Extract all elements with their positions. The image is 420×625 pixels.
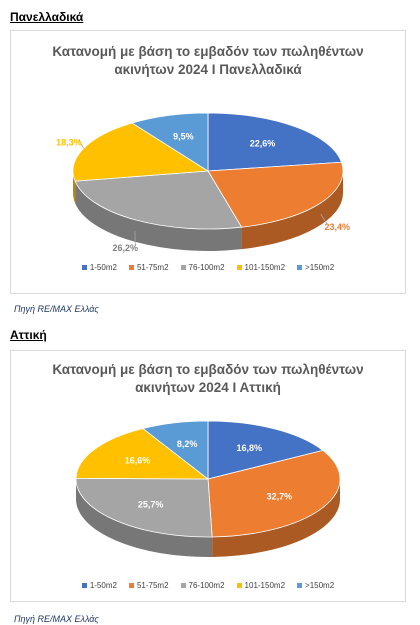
legend-label: 76-100m2 (188, 581, 225, 590)
legend-label: 1-50m2 (89, 263, 117, 272)
slice-76-100 (74, 170, 243, 230)
slice-51-75 (207, 449, 341, 538)
section-heading-national: Πανελλαδικά (10, 10, 84, 24)
legend-item: 51-75m2 (128, 263, 169, 272)
data-label: 16,8% (236, 443, 262, 453)
chart-title-line-2: ακινήτων 2024 Ι Πανελλαδικά (114, 62, 302, 77)
legend-item: 1-50m2 (81, 581, 117, 590)
legend-swatch-lightblue (297, 583, 303, 588)
legend-swatch-gray (180, 583, 186, 588)
legend-label: 76-100m2 (188, 263, 225, 272)
data-label: 9,5% (173, 132, 194, 142)
chart-title: Κατανομή με βάση το εμβαδόν των πωληθέντ… (11, 43, 405, 79)
slice-76-100-side (75, 181, 242, 251)
slice-51-75-side (241, 171, 343, 250)
legend-item: 101-150m2 (236, 581, 286, 590)
legend-label: 101-150m2 (244, 263, 286, 272)
data-label: 23,4% (325, 222, 351, 232)
legend-label: 1-50m2 (89, 581, 117, 590)
legend-label: 51-75m2 (136, 581, 169, 590)
slice-150plus (142, 420, 209, 480)
slice-101-150 (75, 428, 210, 480)
legend-swatch-yellow (236, 265, 242, 270)
legend-item: 76-100m2 (180, 581, 225, 590)
slice-76-100 (75, 477, 213, 538)
data-label: 25,7% (138, 500, 164, 510)
legend-item: >150m2 (297, 263, 334, 272)
legend-item: 76-100m2 (180, 263, 225, 272)
data-label: 18,3% (56, 137, 82, 147)
legend-item: 1-50m2 (81, 263, 117, 272)
legend-swatch-lightblue (297, 265, 303, 270)
pie-chart-attica: Κατανομή με βάση το εμβαδόν των πωληθέντ… (10, 350, 406, 602)
slice-101-150 (72, 122, 210, 182)
legend-swatch-yellow (236, 583, 242, 588)
pie-chart-national: Κατανομή με βάση το εμβαδόν των πωληθέντ… (10, 30, 406, 294)
slice-51-75 (207, 161, 344, 228)
source-note: Πηγή RE/MAX Ελλάς (14, 614, 99, 624)
slice-101-150-side (73, 171, 76, 204)
pie-plot: 22,6% 23,4% 26,2% 18,3% 9,5% (56, 112, 351, 253)
legend-swatch-orange (128, 265, 134, 270)
chart-legend: 1-50m2 51-75m2 76-100m2 101-150m2 >150m2 (11, 581, 405, 590)
data-label: 8,2% (177, 439, 198, 449)
chart-legend: 1-50m2 51-75m2 76-100m2 101-150m2 >150m2 (11, 263, 405, 272)
pie-plot: 16,8% 32,7% 25,7% 16,6% 8,2% (75, 420, 341, 557)
legend-swatch-blue (81, 583, 87, 588)
legend-label: >150m2 (305, 581, 335, 590)
legend-item: 51-75m2 (128, 581, 169, 590)
legend-item: >150m2 (297, 581, 334, 590)
chart-title: Κατανομή με βάση το εμβαδόν των πωληθέντ… (11, 361, 405, 397)
section-heading-attica: Αττική (10, 328, 47, 342)
legend-swatch-blue (81, 265, 87, 270)
legend-label: 101-150m2 (244, 581, 286, 590)
data-label: 16,6% (125, 456, 151, 466)
legend-label: >150m2 (305, 263, 335, 272)
slice-1-50 (207, 420, 324, 480)
leader-line (78, 139, 84, 149)
slice-1-50 (207, 112, 343, 172)
leader-line (320, 213, 328, 225)
chart-title-line-1: Κατανομή με βάση το εμβαδόν των πωληθέντ… (52, 362, 364, 377)
legend-label: 51-75m2 (136, 263, 169, 272)
data-label: 32,7% (267, 492, 293, 502)
legend-swatch-gray (180, 265, 186, 270)
slice-76-100-side (76, 479, 213, 557)
chart-title-line-1: Κατανομή με βάση το εμβαδόν των πωληθέντ… (52, 44, 364, 59)
chart-title-line-2: ακινήτων 2024 Ι Αττική (135, 380, 281, 395)
data-label: 22,6% (250, 139, 276, 149)
data-label: 26,2% (112, 243, 138, 253)
source-note: Πηγή RE/MAX Ελλάς (14, 304, 99, 314)
slice-150plus (131, 112, 209, 172)
legend-swatch-orange (128, 583, 134, 588)
legend-item: 101-150m2 (236, 263, 286, 272)
slice-51-75-side (212, 479, 340, 557)
